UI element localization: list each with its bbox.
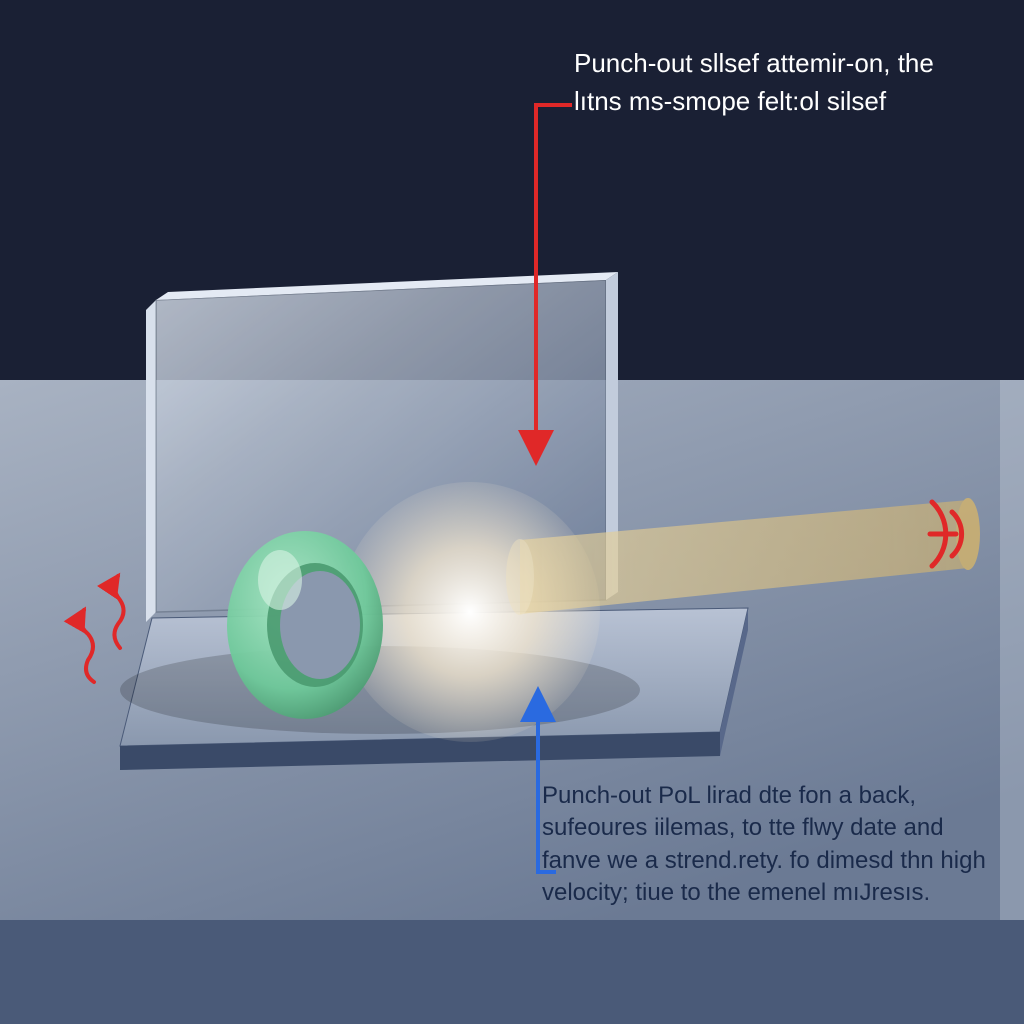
diagram-stage: Punch-out sllsef attemir-on, the lıtns m… [0, 0, 1024, 1024]
table-front [0, 920, 1024, 1024]
table-edge-highlight [1000, 380, 1024, 920]
annotation-text-top: Punch-out sllsef attemir-on, the lıtns m… [574, 45, 944, 120]
green-ring [227, 531, 383, 719]
annotation-text-bottom: Punch-out PoL lirad dte fon a back, sufe… [542, 780, 992, 910]
